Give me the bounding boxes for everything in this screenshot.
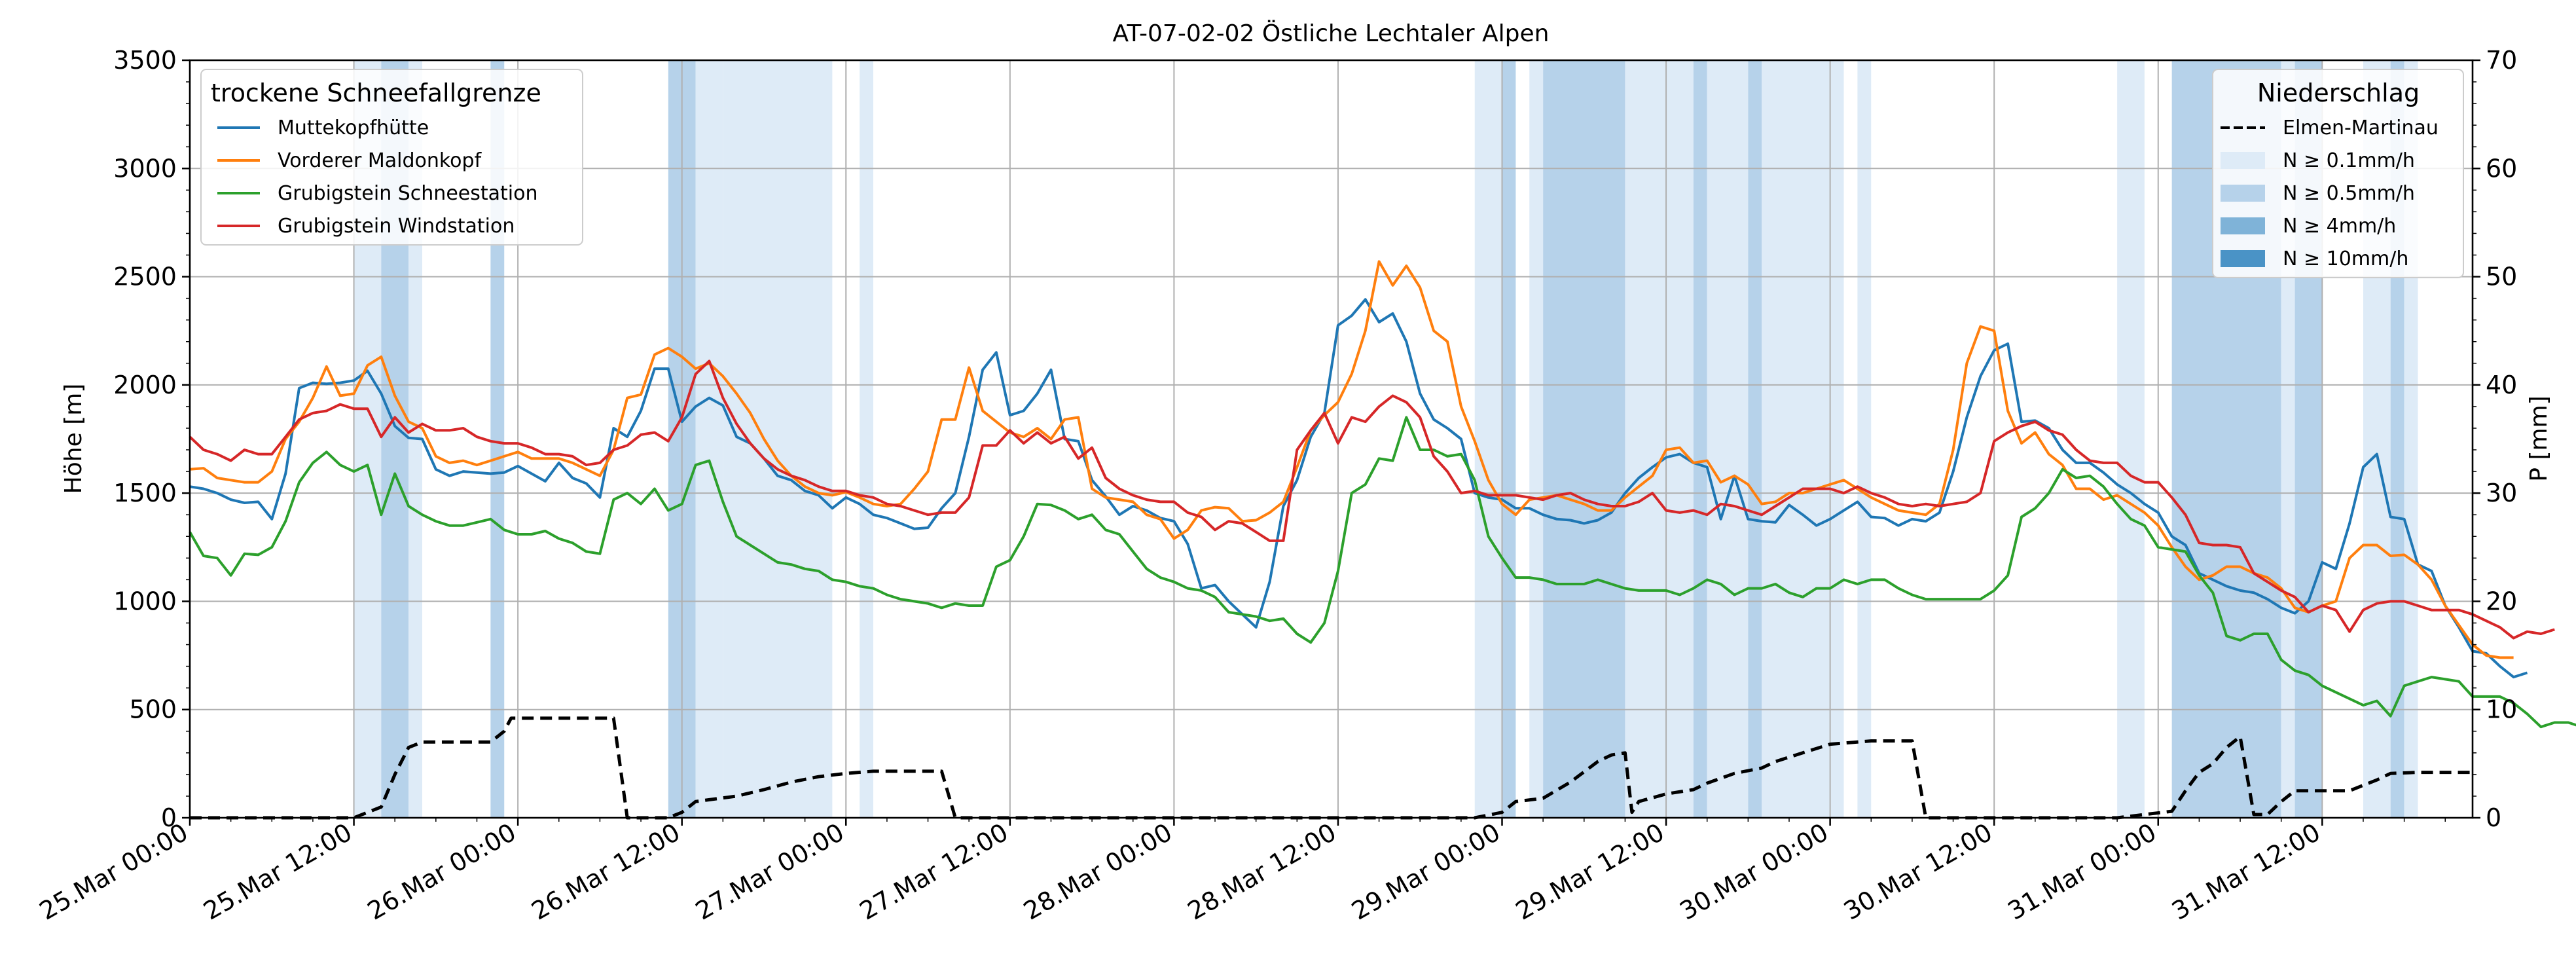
series-vorderer-maldonkopf (189, 260, 2514, 659)
precip-band-9 (1502, 60, 1516, 818)
legend-entry-grubigstein-schneestation: Grubigstein Schneestation (278, 182, 537, 205)
left-tick-label-6: 3000 (113, 154, 177, 183)
precip-band-15 (1748, 60, 1762, 818)
right-tick-label-0: 0 (2486, 803, 2501, 832)
legend-left-frame (200, 69, 583, 246)
legend-left-title: trockene Schneefallgrenze (211, 79, 541, 107)
precip-band-10 (1529, 60, 1544, 818)
legend-entry-grubigstein-windstation: Grubigstein Windstation (278, 215, 515, 238)
right-tick-label-2: 20 (2486, 587, 2517, 615)
legend-swatch-precip-10 (2221, 250, 2265, 267)
left-tick-label-7: 3500 (113, 46, 177, 75)
precip-band-17 (1857, 60, 1872, 818)
legend-entry-precip-10: N ≥ 10mm/h (2283, 247, 2408, 270)
precip-band-3 (490, 60, 505, 818)
left-tick-label-2: 1000 (113, 587, 177, 615)
precip-band-12 (1625, 60, 1694, 818)
legend-entry-muttekopfhuette: Muttekopfhütte (278, 117, 429, 139)
legend-swatch-precip-01 (2221, 152, 2265, 169)
legend-left: trockene Schneefallgrenze Muttekopfhütte… (200, 69, 583, 246)
legend-right: Niederschlag Elmen-Martinau N ≥ 0.1mm/h … (2212, 69, 2464, 278)
legend-right-title: Niederschlag (2257, 79, 2420, 107)
precip-band-13 (1693, 60, 1707, 818)
legend-entry-elmen-martinau: Elmen-Martinau (2283, 117, 2439, 139)
precip-band-16 (1762, 60, 1844, 818)
left-tick-label-0: 0 (161, 803, 177, 832)
legend-swatch-precip-4 (2221, 217, 2265, 234)
left-tick-label-1: 500 (129, 695, 177, 724)
legend-right-frame (2212, 69, 2464, 278)
right-tick-label-1: 10 (2486, 695, 2517, 724)
precip-band-7 (860, 60, 874, 818)
precip-band-14 (1707, 60, 1749, 818)
right-tick-label-6: 60 (2486, 154, 2517, 183)
precip-band-11 (1543, 60, 1625, 818)
right-tick-label-4: 40 (2486, 371, 2517, 399)
right-axis-label: P [mm] (2526, 395, 2552, 481)
right-tick-label-3: 30 (2486, 479, 2517, 507)
legend-entry-vorderer-maldonkopf: Vorderer Maldonkopf (278, 149, 482, 172)
left-tick-label-3: 1500 (113, 479, 177, 507)
legend-entry-precip-01: N ≥ 0.1mm/h (2283, 149, 2415, 172)
left-tick-label-4: 2000 (113, 371, 177, 399)
plot-frame (189, 59, 2474, 819)
legend-swatch-precip-05 (2221, 185, 2265, 202)
left-axis-label: Höhe [m] (60, 384, 87, 494)
series-grubigstein-windstation (189, 359, 2555, 640)
series-layer (189, 260, 2576, 820)
right-tick-label-7: 70 (2486, 46, 2517, 75)
series-grubigstein-schneestation (189, 416, 2576, 729)
series-muttekopfhutte (189, 298, 2528, 679)
precip-band-5 (695, 60, 723, 818)
precip-band-8 (1474, 60, 1502, 818)
right-tick-label-5: 50 (2486, 263, 2517, 291)
left-tick-label-5: 2500 (113, 263, 177, 291)
precip-band-18 (2117, 60, 2145, 818)
chart-title: AT-07-02-02 Östliche Lechtaler Alpen (1113, 20, 1550, 47)
legend-entry-precip-4: N ≥ 4mm/h (2283, 215, 2396, 238)
legend-entry-precip-05: N ≥ 0.5mm/h (2283, 182, 2415, 205)
